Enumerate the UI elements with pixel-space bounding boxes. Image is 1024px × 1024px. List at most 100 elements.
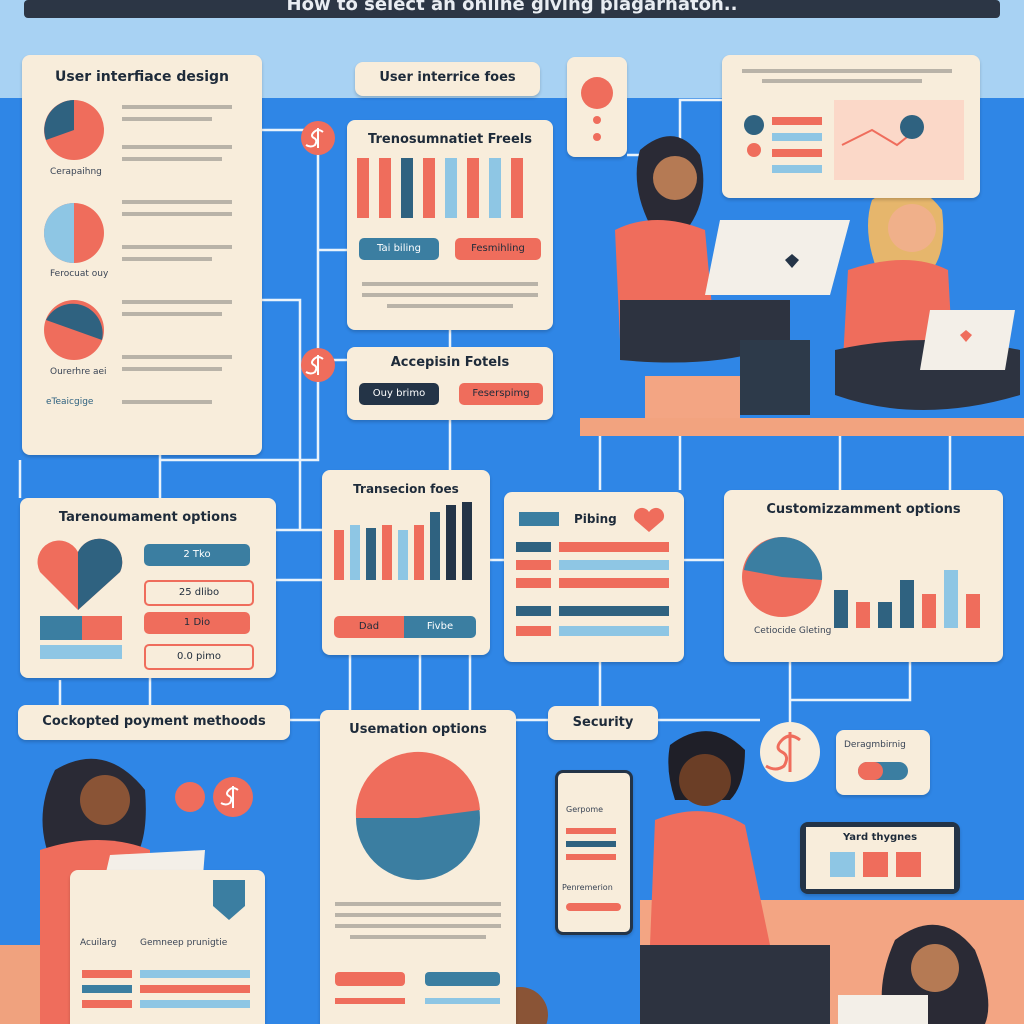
decoration bbox=[122, 400, 212, 404]
decoration bbox=[122, 300, 232, 304]
decoration bbox=[559, 560, 669, 570]
person-top-right bbox=[835, 187, 1020, 410]
decoration bbox=[366, 528, 376, 580]
decoration bbox=[511, 158, 523, 218]
decoration bbox=[140, 1000, 250, 1008]
decoration bbox=[423, 158, 435, 218]
decoration bbox=[566, 854, 616, 860]
decoration bbox=[334, 530, 344, 580]
button[interactable]: Dad bbox=[334, 616, 404, 638]
laptop-title: Yard thygnes bbox=[842, 832, 918, 843]
button[interactable]: 2 Tko bbox=[144, 544, 250, 566]
decoration bbox=[633, 507, 665, 532]
decoration bbox=[489, 158, 501, 218]
decoration bbox=[559, 626, 669, 636]
decoration bbox=[401, 158, 413, 218]
person-bottom-right bbox=[838, 924, 989, 1024]
decoration bbox=[122, 105, 232, 109]
decoration bbox=[335, 972, 405, 986]
decoration bbox=[772, 117, 822, 125]
decoration bbox=[519, 512, 559, 526]
panel-title: Cockopted poyment methoods bbox=[42, 714, 266, 729]
decoration bbox=[82, 1000, 132, 1008]
pie-decoration bbox=[335, 751, 501, 1004]
panel: Cockopted poyment methoods bbox=[18, 705, 290, 740]
decoration bbox=[122, 245, 232, 249]
decoration bbox=[834, 590, 848, 628]
decoration bbox=[175, 782, 205, 812]
phone: Gerpome Penremerion bbox=[555, 770, 633, 935]
decoration bbox=[80, 775, 130, 825]
caption: eTeaicgige bbox=[46, 397, 94, 407]
panel-title: Security bbox=[572, 715, 634, 730]
decoration bbox=[747, 143, 761, 157]
decoration bbox=[900, 580, 914, 628]
decoration bbox=[772, 117, 822, 173]
decoration bbox=[888, 204, 936, 252]
decoration bbox=[966, 594, 980, 628]
panel: Acuilarg Gemneep prunigtie bbox=[70, 870, 265, 1024]
laptop: Yard thygnes bbox=[800, 822, 960, 894]
panel: Usemation options bbox=[320, 710, 516, 1024]
button[interactable]: Fesmihling bbox=[455, 238, 541, 260]
decoration bbox=[830, 852, 855, 877]
dollar-sign bbox=[765, 732, 801, 772]
decoration bbox=[213, 880, 245, 920]
decoration bbox=[650, 811, 770, 945]
decoration bbox=[82, 970, 132, 978]
decoration bbox=[305, 128, 324, 375]
decoration bbox=[122, 145, 232, 149]
decoration bbox=[82, 616, 122, 640]
header-bar bbox=[24, 0, 1000, 18]
decoration bbox=[357, 158, 369, 218]
decoration bbox=[653, 156, 697, 200]
bar-decoration bbox=[357, 158, 538, 308]
decoration bbox=[362, 282, 538, 286]
decoration bbox=[379, 158, 391, 218]
button[interactable]: 0.0 pimo bbox=[144, 644, 254, 670]
button[interactable]: 1 Dio bbox=[144, 612, 250, 634]
decoration bbox=[740, 340, 810, 415]
shelf bbox=[580, 418, 1024, 436]
decoration bbox=[843, 260, 953, 360]
button[interactable]: Fivbe bbox=[404, 616, 476, 638]
panel bbox=[722, 55, 980, 198]
decoration bbox=[78, 538, 123, 610]
decoration bbox=[960, 330, 972, 342]
pie-charts bbox=[44, 100, 232, 404]
decoration bbox=[335, 902, 501, 906]
phone-label: Penremerion bbox=[562, 883, 613, 892]
decoration bbox=[335, 998, 405, 1004]
decoration bbox=[122, 157, 222, 161]
decoration bbox=[425, 998, 500, 1004]
panel-title: User interfiace design bbox=[55, 69, 229, 85]
decoration bbox=[744, 536, 823, 580]
laptop-content bbox=[830, 852, 921, 877]
button[interactable]: 25 dlibo bbox=[144, 580, 254, 606]
decoration bbox=[838, 995, 928, 1024]
decoration bbox=[462, 502, 472, 580]
button[interactable]: Tai biling bbox=[359, 238, 439, 260]
decoration bbox=[863, 852, 888, 877]
decoration bbox=[446, 505, 456, 580]
button[interactable]: Feserspimg bbox=[459, 383, 543, 405]
panel-title: Deragmbirnig bbox=[844, 740, 906, 750]
decoration bbox=[911, 944, 959, 992]
dollar-signs bbox=[220, 128, 324, 808]
decoration bbox=[467, 158, 479, 218]
button[interactable]: Ouy brimo bbox=[359, 383, 439, 405]
decoration bbox=[593, 116, 601, 124]
decoration bbox=[742, 69, 952, 83]
decoration bbox=[922, 594, 936, 628]
decoration bbox=[382, 525, 392, 580]
decoration bbox=[122, 355, 232, 359]
decoration bbox=[122, 105, 232, 404]
list-decoration bbox=[516, 507, 669, 636]
panel: Deragmbirnig bbox=[836, 730, 930, 795]
chart-decoration bbox=[742, 536, 980, 628]
column-label: Acuilarg bbox=[80, 938, 117, 948]
decoration bbox=[516, 578, 551, 588]
decoration bbox=[772, 165, 822, 173]
panel-title: Accepisin Fotels bbox=[390, 355, 510, 370]
